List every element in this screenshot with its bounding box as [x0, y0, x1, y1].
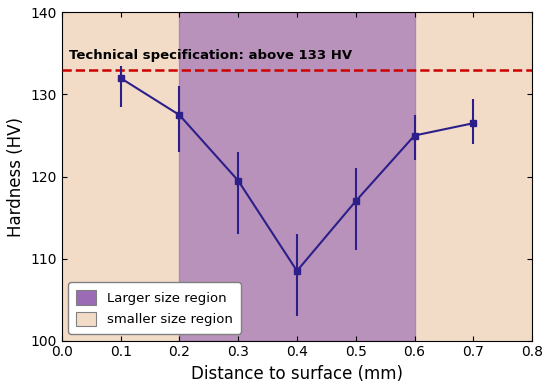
Legend: Larger size region, smaller size region: Larger size region, smaller size region — [68, 282, 240, 334]
Y-axis label: Hardness (HV): Hardness (HV) — [7, 117, 25, 237]
X-axis label: Distance to surface (mm): Distance to surface (mm) — [191, 365, 403, 383]
Bar — [179, 12, 415, 340]
Text: Technical specification: above 133 HV: Technical specification: above 133 HV — [69, 49, 352, 62]
